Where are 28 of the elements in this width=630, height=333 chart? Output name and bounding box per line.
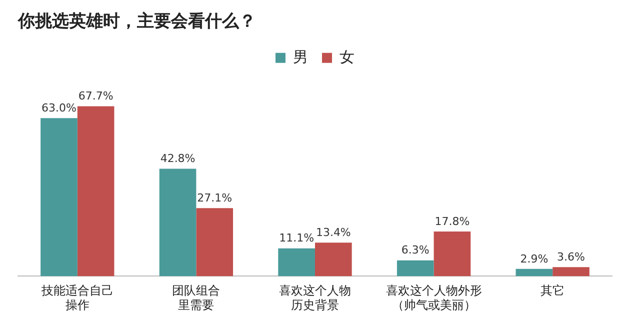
bar <box>159 168 196 276</box>
data-label: 2.9% <box>520 252 548 266</box>
bar <box>516 268 553 276</box>
data-label: 67.7% <box>78 90 114 103</box>
data-label: 27.1% <box>197 192 232 205</box>
bar <box>315 242 352 276</box>
data-label: 6.3% <box>401 244 430 257</box>
bar <box>278 248 315 276</box>
bar <box>196 208 234 276</box>
data-label: 11.1% <box>279 232 314 245</box>
bar <box>77 106 114 276</box>
bar <box>434 232 471 276</box>
data-label: 13.4% <box>316 226 351 239</box>
bar <box>40 118 78 276</box>
legend-label: 女 <box>340 48 354 66</box>
legend-label: 男 <box>293 48 308 66</box>
x-tick-label: 团队组合里需要 <box>172 284 220 312</box>
data-label: 42.8% <box>160 152 196 166</box>
data-label: 17.8% <box>434 214 470 228</box>
bar <box>396 260 434 276</box>
x-tick-label: 喜欢这个人物历史背景 <box>279 284 351 312</box>
x-tick-label: 喜欢这个人物外形（帅气或美丽） <box>386 284 482 312</box>
data-label: 3.6% <box>557 250 585 264</box>
x-tick-label: 其它 <box>540 284 565 298</box>
chart-title: 你挑选英雄时，主要会看什么？ <box>17 12 256 32</box>
bar <box>552 267 590 276</box>
x-tick-label: 技能适合自己操作 <box>40 284 114 312</box>
data-label: 63.0% <box>42 101 76 114</box>
